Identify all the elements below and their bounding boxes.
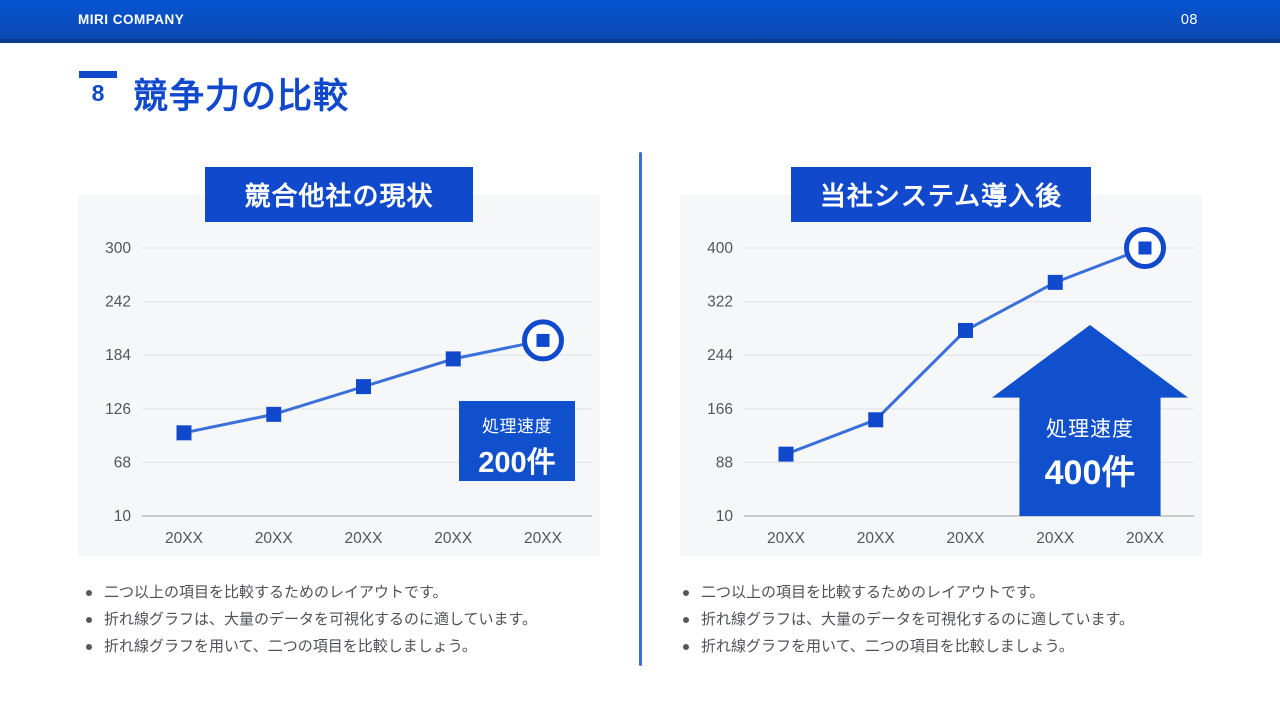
y-tick-label: 244	[707, 347, 733, 364]
callout-value: 400件	[1044, 454, 1136, 492]
x-tick-label: 20XX	[165, 530, 204, 547]
chart-panel-our-system: 10 88 166 244 322 400 20XX 20XX 20XX 20XX 20XX 処理速…	[680, 195, 1202, 556]
data-point-marker	[958, 322, 973, 338]
callout-label: 処理速度	[482, 417, 552, 436]
bullet-text: 折れ線グラフは、大量のデータを可視化するのに適しています。	[701, 611, 1135, 628]
x-tick-label: 20XX	[434, 530, 473, 547]
vertical-divider	[639, 152, 642, 666]
y-tick-label: 166	[707, 401, 733, 418]
section-number-bar	[79, 71, 117, 78]
y-tick-label: 400	[707, 240, 733, 257]
x-tick-label: 20XX	[1126, 530, 1165, 547]
data-point-marker	[1138, 241, 1152, 255]
bullet-text: 二つ以上の項目を比較するためのレイアウトです。	[701, 584, 1045, 601]
list-item: 折れ線グラフは、大量のデータを可視化するのに適しています。	[84, 606, 636, 633]
bullet-icon	[86, 590, 92, 596]
bullet-list-left: 二つ以上の項目を比較するためのレイアウトです。 折れ線グラフは、大量のデータを可…	[84, 579, 636, 660]
bullet-icon	[683, 590, 689, 596]
chart-title-our-system: 当社システム導入後	[791, 167, 1091, 222]
x-tick-label: 20XX	[524, 530, 563, 547]
y-tick-label: 126	[105, 401, 131, 418]
bullet-text: 折れ線グラフを用いて、二つの項目を比較しましょう。	[701, 638, 1074, 655]
bullet-list-right: 二つ以上の項目を比較するためのレイアウトです。 折れ線グラフは、大量のデータを可…	[681, 579, 1233, 660]
callout-box-200: 処理速度 200件	[459, 401, 575, 481]
list-item: 二つ以上の項目を比較するためのレイアウトです。	[681, 579, 1233, 606]
bullet-icon	[86, 644, 92, 650]
y-tick-label: 242	[105, 294, 131, 311]
x-tick-label: 20XX	[857, 530, 896, 547]
bullet-text: 折れ線グラフを用いて、二つの項目を比較しましょう。	[104, 638, 477, 655]
chart-panel-competitors: 10 68 126 184 242 300 20XX 20XX 20XX 20XX 20XX 処理速…	[78, 195, 600, 556]
list-item: 折れ線グラフを用いて、二つの項目を比較しましょう。	[681, 633, 1233, 660]
data-point-marker	[1047, 274, 1063, 290]
x-tick-label: 20XX	[767, 530, 806, 547]
data-point-marker	[356, 379, 371, 395]
data-point-marker	[778, 446, 794, 462]
y-tick-label: 300	[105, 240, 131, 257]
chart-title-competitors: 競合他社の現状	[205, 167, 473, 222]
data-point-marker	[266, 406, 282, 422]
x-tick-label: 20XX	[947, 530, 986, 547]
y-tick-label: 322	[707, 294, 733, 311]
data-point-marker	[868, 412, 884, 428]
callout-label: 処理速度	[1046, 418, 1134, 441]
line-chart-competitors: 10 68 126 184 242 300 20XX 20XX 20XX 20XX 20XX	[105, 240, 592, 547]
bullet-icon	[683, 644, 689, 650]
list-item: 折れ線グラフは、大量のデータを可視化するのに適しています。	[681, 606, 1233, 633]
data-point-marker	[536, 333, 550, 347]
y-tick-label: 10	[114, 508, 132, 525]
bullet-icon	[86, 617, 92, 623]
list-item: 折れ線グラフを用いて、二つの項目を比較しましょう。	[84, 633, 636, 660]
data-point-marker	[445, 351, 461, 367]
y-tick-label: 184	[105, 347, 131, 364]
bullet-icon	[683, 617, 689, 623]
section-number: 8	[91, 80, 105, 106]
bullet-text: 二つ以上の項目を比較するためのレイアウトです。	[104, 584, 448, 601]
y-tick-label: 68	[114, 454, 131, 471]
company-name: MIRI COMPANY	[78, 12, 185, 27]
y-tick-label: 88	[716, 454, 733, 471]
bullet-text: 折れ線グラフは、大量のデータを可視化するのに適しています。	[104, 611, 538, 628]
page-number: 08	[1180, 11, 1198, 28]
top-bar: MIRI COMPANY 08	[0, 0, 1280, 43]
data-point-marker	[176, 425, 192, 441]
page-title: 競争力の比較	[133, 77, 350, 116]
callout-value: 200件	[478, 447, 556, 479]
y-tick-label: 10	[716, 508, 734, 525]
x-tick-label: 20XX	[1036, 530, 1075, 547]
list-item: 二つ以上の項目を比較するためのレイアウトです。	[84, 579, 636, 606]
x-tick-label: 20XX	[345, 530, 384, 547]
x-tick-label: 20XX	[255, 530, 294, 547]
